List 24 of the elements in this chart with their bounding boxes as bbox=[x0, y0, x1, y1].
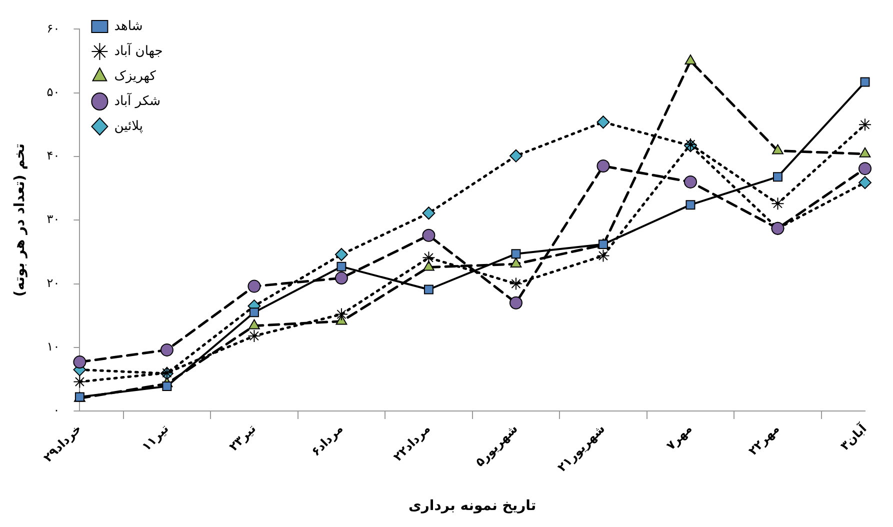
y-tick-label: ۴۰ bbox=[46, 148, 60, 163]
legend-label: کهریزک bbox=[114, 68, 157, 84]
legend-label: جهان آباد bbox=[114, 42, 163, 59]
x-tick-label: ۵شهریور bbox=[472, 422, 520, 470]
x-tick-label: ۲۲مهر bbox=[746, 422, 782, 458]
legend-label: شکر آباد bbox=[114, 92, 161, 109]
x-tick-label: ۲۲مرداد bbox=[390, 422, 434, 464]
x-tick-label: ۲۹خرداد bbox=[40, 422, 84, 465]
legend-label: پلائین bbox=[114, 118, 144, 134]
legend-label: شاهد bbox=[114, 18, 143, 34]
y-tick-label: ۱۰ bbox=[46, 340, 60, 354]
x-tick-label: ۲۳تیر bbox=[226, 422, 259, 454]
y-tick-label: ۵۰ bbox=[46, 84, 60, 99]
y-axis-title: تخم (تعداد در هر بوته) bbox=[12, 143, 28, 297]
y-tick-label: ۰ bbox=[53, 403, 60, 418]
y-tick-label: ۶۰ bbox=[46, 21, 60, 36]
y-tick-label: ۳۰ bbox=[46, 212, 60, 226]
x-tick-label: ۱۱تیر bbox=[139, 422, 172, 454]
x-tick-label: ۶مرداد bbox=[308, 422, 346, 459]
x-tick-label: ۳آبان bbox=[837, 420, 870, 454]
x-tick-label: ۲۱شهریور bbox=[554, 422, 608, 474]
x-tick-label: ۷مهر bbox=[664, 422, 695, 453]
x-axis-title: تاریخ نمونه برداری bbox=[408, 498, 536, 514]
y-tick-label: ۲۰ bbox=[46, 276, 60, 290]
